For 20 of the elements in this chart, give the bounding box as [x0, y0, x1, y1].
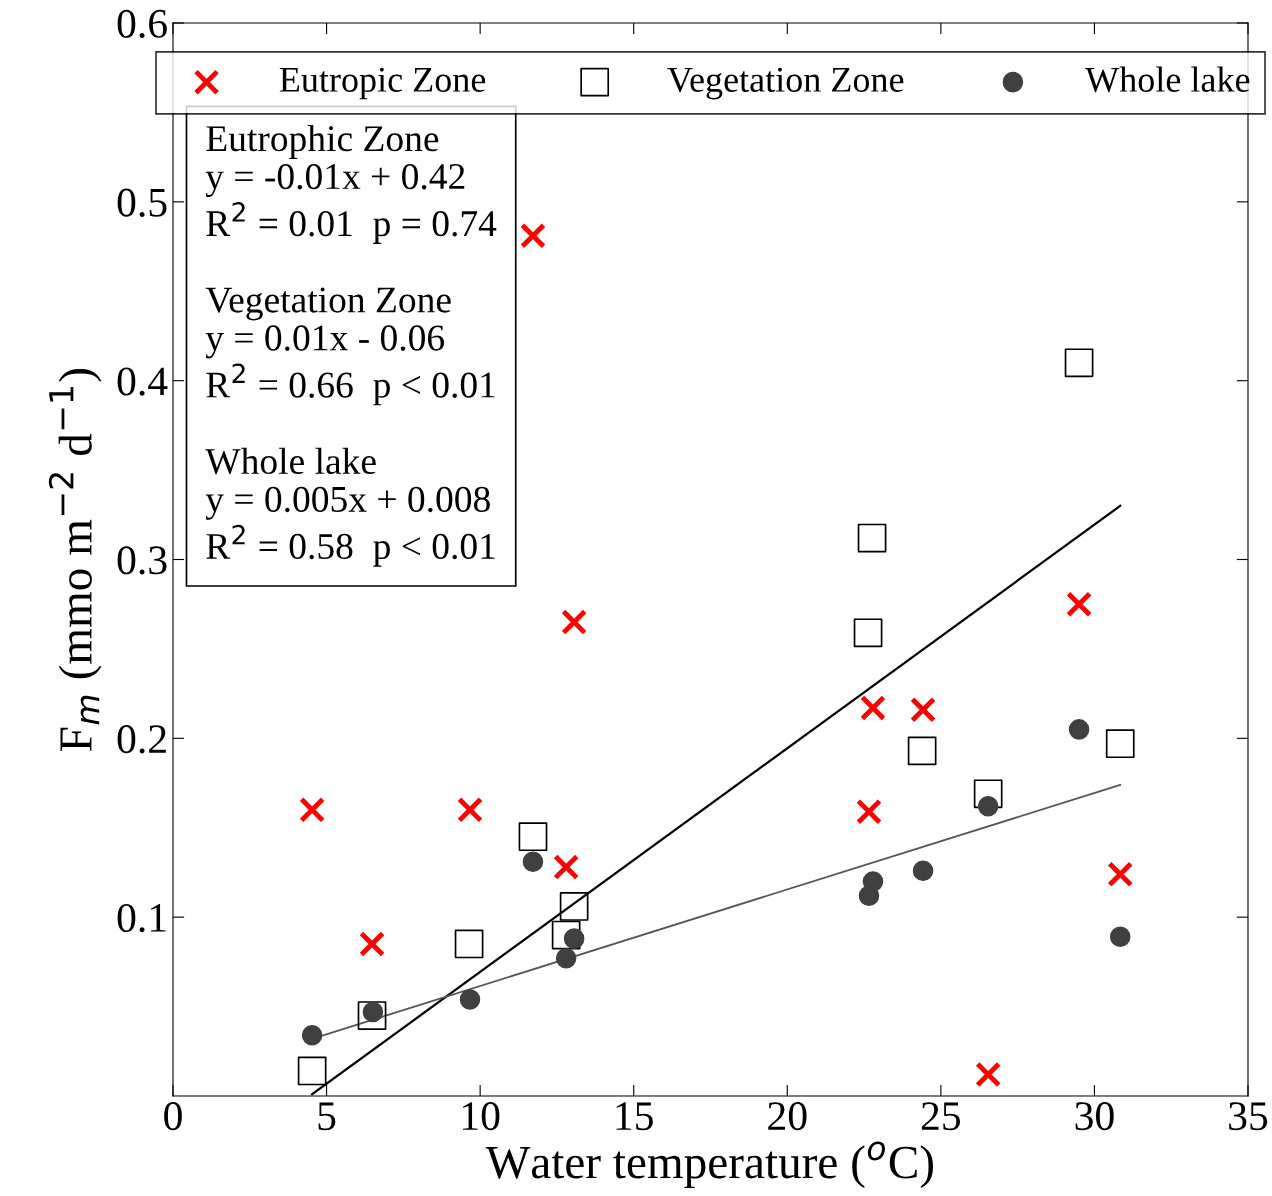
text: Eutrophic Zone y = -0.01x + 0.42 R$^{2}$ = 0.01 p = 0.74 Vegetation Zone y = 0.01x - 0.06 R$^{2}$ = 0.66 p < 0.01 Whole lake y = 0.005x + 0.008 R$^{2}$ = 0.58 p < 0.01: [205, 124, 497, 567]
y-tick-label: 0.1: [117, 903, 166, 933]
legend-label: Whole lake: [1085, 66, 1250, 93]
y-tick-label: 0.5: [117, 188, 167, 217]
y-tick-label: 0.6: [117, 9, 167, 39]
x-tick-label: 5: [318, 1102, 336, 1131]
y-tick-label: 0.2: [117, 725, 166, 754]
x-tick-label: 35: [1229, 1102, 1268, 1131]
x-tick-label: 10: [462, 1102, 500, 1131]
x-tick-label: 20: [768, 1102, 807, 1131]
legend-label: Vegetation Zone: [667, 67, 904, 100]
x-tick-label: 30: [1075, 1102, 1114, 1131]
legend-label: Eutropic Zone: [279, 67, 486, 100]
x-tick-label: 15: [616, 1102, 653, 1131]
x-axis-title: Water temperature ($^{o}$C): [485, 1141, 933, 1189]
y-tick-label: 0.3: [117, 546, 167, 575]
y-axis-title: F$_{m}$ (mmo m$^{−2}$ d$^{−1}$): [48, 369, 102, 752]
x-tick-label: 0: [164, 1102, 182, 1131]
x-tick-label: 25: [921, 1102, 961, 1131]
y-tick-label: 0.4: [117, 367, 168, 396]
